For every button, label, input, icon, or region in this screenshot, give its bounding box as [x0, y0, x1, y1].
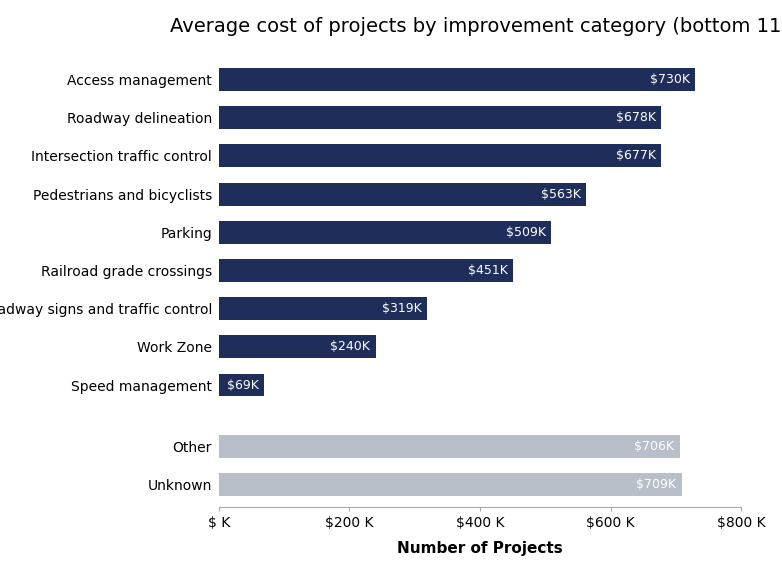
Bar	[219, 335, 375, 358]
Bar	[219, 183, 586, 206]
Bar	[219, 68, 695, 91]
Text: $563K: $563K	[541, 187, 581, 201]
Text: $240K: $240K	[331, 340, 371, 354]
Text: $509K: $509K	[506, 226, 546, 239]
Text: $678K: $678K	[616, 111, 656, 124]
Bar	[219, 221, 551, 244]
Bar	[219, 144, 661, 167]
X-axis label: Number of Projects: Number of Projects	[397, 541, 563, 556]
Bar	[219, 435, 680, 458]
Title: Average cost of projects by improvement category (bottom 11): Average cost of projects by improvement …	[170, 17, 782, 36]
Text: $451K: $451K	[468, 264, 508, 277]
Text: $706K: $706K	[634, 439, 674, 453]
Bar	[219, 473, 682, 496]
Bar	[219, 297, 427, 320]
Bar	[219, 107, 662, 129]
Bar	[219, 374, 264, 397]
Bar	[219, 259, 513, 282]
Text: $730K: $730K	[650, 73, 691, 86]
Text: $319K: $319K	[382, 302, 422, 315]
Text: $709K: $709K	[637, 478, 676, 491]
Text: $69K: $69K	[227, 379, 259, 391]
Text: $677K: $677K	[615, 150, 655, 162]
